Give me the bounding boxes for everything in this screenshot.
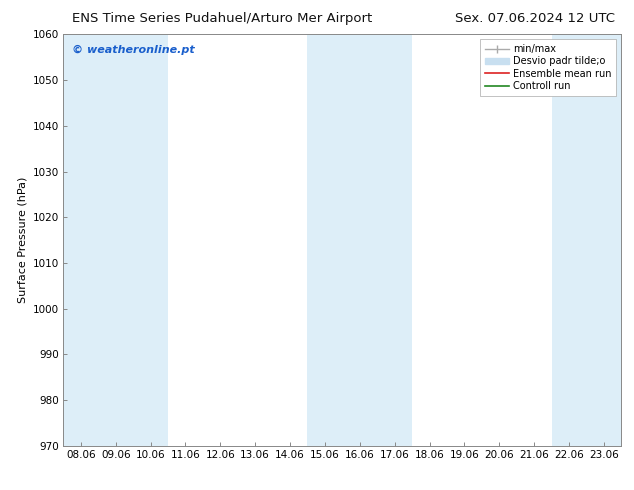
Text: ENS Time Series Pudahuel/Arturo Mer Airport: ENS Time Series Pudahuel/Arturo Mer Airp… [72,12,372,25]
Text: Sex. 07.06.2024 12 UTC: Sex. 07.06.2024 12 UTC [455,12,615,25]
Bar [552,34,621,446]
Bar [307,34,412,446]
Legend: min/max, Desvio padr tilde;o, Ensemble mean run, Controll run: min/max, Desvio padr tilde;o, Ensemble m… [480,39,616,96]
Bar [63,34,168,446]
Y-axis label: Surface Pressure (hPa): Surface Pressure (hPa) [17,177,27,303]
Text: © weatheronline.pt: © weatheronline.pt [72,45,195,55]
